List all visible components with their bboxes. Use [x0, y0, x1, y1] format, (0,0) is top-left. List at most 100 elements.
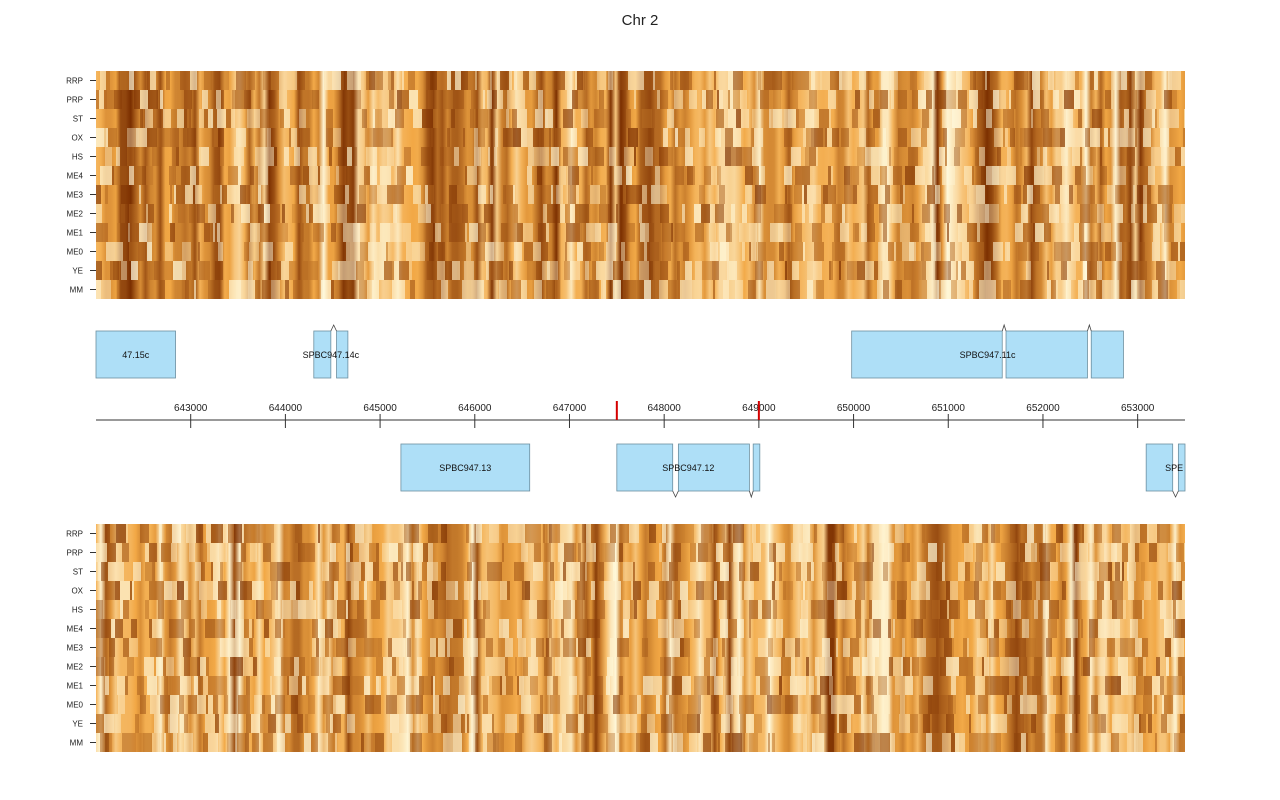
- heatmap-cell: [784, 204, 792, 223]
- heatmap-cell: [647, 600, 656, 619]
- heatmap-cell: [106, 242, 115, 261]
- heatmap-cell: [351, 581, 354, 600]
- heatmap-cell: [371, 600, 380, 619]
- heatmap-cell: [893, 166, 902, 185]
- heatmap-cell: [583, 242, 591, 261]
- heatmap-cell: [1168, 71, 1172, 90]
- heatmap-cell: [846, 676, 856, 695]
- heatmap-cell: [224, 714, 232, 733]
- heatmap-cell: [844, 185, 853, 204]
- heatmap-cell: [1157, 524, 1160, 543]
- heatmap-cell: [854, 733, 864, 752]
- heatmap-cell: [731, 676, 736, 695]
- heatmap-cell: [1135, 204, 1143, 223]
- heatmap-cell: [295, 695, 298, 714]
- heatmap-cell: [140, 695, 146, 714]
- heatmap-cell: [420, 581, 422, 600]
- heatmap-cell: [465, 223, 467, 242]
- heatmap-cell: [819, 657, 825, 676]
- heatmap-cell: [926, 638, 936, 657]
- heatmap-cell: [527, 166, 532, 185]
- heatmap-cell: [101, 280, 111, 299]
- heatmap-cell: [429, 242, 434, 261]
- heatmap-cell: [726, 695, 733, 714]
- heatmap-cell: [1086, 242, 1091, 261]
- heatmap-cell: [172, 676, 180, 695]
- heatmap-cell: [485, 657, 491, 676]
- heatmap-cell: [978, 695, 988, 714]
- heatmap-cell: [545, 109, 548, 128]
- heatmap-cell: [1014, 733, 1021, 752]
- heatmap-cell: [569, 638, 576, 657]
- heatmap-cell: [932, 695, 939, 714]
- heatmap-cell: [907, 543, 910, 562]
- heatmap-cell: [544, 733, 552, 752]
- heatmap-cell: [494, 242, 504, 261]
- heatmap-cell: [729, 261, 737, 280]
- heatmap-cell: [515, 524, 525, 543]
- heatmap-cell: [854, 261, 857, 280]
- axis-tick-label: 644000: [269, 403, 303, 414]
- heatmap-cell: [465, 695, 473, 714]
- row-label: OX: [71, 587, 83, 596]
- heatmap-cell: [675, 223, 685, 242]
- heatmap-cell: [693, 166, 695, 185]
- heatmap-cell: [880, 733, 890, 752]
- heatmap-cell: [629, 524, 639, 543]
- heatmap-cell: [554, 600, 563, 619]
- heatmap-cell: [507, 581, 510, 600]
- heatmap-cell: [234, 524, 242, 543]
- heatmap-cell: [673, 733, 677, 752]
- heatmap-cell: [880, 90, 888, 109]
- heatmap-cell: [1004, 185, 1007, 204]
- heatmap-cell: [365, 562, 373, 581]
- heatmap-cell: [969, 714, 971, 733]
- heatmap-cell: [515, 90, 525, 109]
- heatmap-cell: [1010, 524, 1015, 543]
- heatmap-cell: [781, 619, 783, 638]
- heatmap-cell: [936, 562, 942, 581]
- heatmap-cell: [781, 657, 783, 676]
- heatmap-cell: [256, 600, 258, 619]
- heatmap-cell: [120, 581, 130, 600]
- heatmap-cell: [603, 280, 606, 299]
- heatmap-cell: [739, 695, 745, 714]
- heatmap-cell: [773, 543, 776, 562]
- heatmap-cell: [543, 714, 548, 733]
- heatmap-cell: [376, 676, 379, 695]
- heatmap-cell: [147, 223, 152, 242]
- heatmap-cell: [1043, 147, 1047, 166]
- heatmap-cell: [681, 600, 688, 619]
- heatmap-cell: [144, 657, 154, 676]
- heatmap-cell: [731, 147, 736, 166]
- heatmap-cell: [649, 261, 653, 280]
- heatmap-cell: [203, 543, 207, 562]
- heatmap-cell: [549, 524, 552, 543]
- heatmap-cell: [217, 109, 226, 128]
- heatmap-cell: [543, 524, 545, 543]
- heatmap-cell: [258, 524, 260, 543]
- heatmap-cell: [740, 714, 746, 733]
- heatmap-cell: [751, 242, 756, 261]
- heatmap-cell: [187, 676, 191, 695]
- heatmap-cell: [1123, 600, 1126, 619]
- heatmap-cell: [296, 581, 300, 600]
- heatmap-cell: [946, 714, 954, 733]
- heatmap-cell: [240, 185, 246, 204]
- heatmap-cell: [682, 714, 687, 733]
- heatmap-cell: [125, 676, 128, 695]
- heatmap-cell: [465, 166, 467, 185]
- heatmap-cell: [566, 714, 576, 733]
- heatmap-cell: [830, 71, 839, 90]
- heatmap-cell: [491, 657, 501, 676]
- heatmap-cell: [333, 695, 336, 714]
- heatmap-cell: [281, 657, 290, 676]
- heatmap-cell: [636, 185, 642, 204]
- heatmap-cell: [696, 543, 698, 562]
- heatmap-cell: [758, 71, 761, 90]
- heatmap-cell: [1023, 223, 1033, 242]
- heatmap-cell: [879, 204, 887, 223]
- heatmap-cell: [166, 71, 170, 90]
- heatmap-cell: [392, 280, 396, 299]
- heatmap-cell: [1064, 109, 1066, 128]
